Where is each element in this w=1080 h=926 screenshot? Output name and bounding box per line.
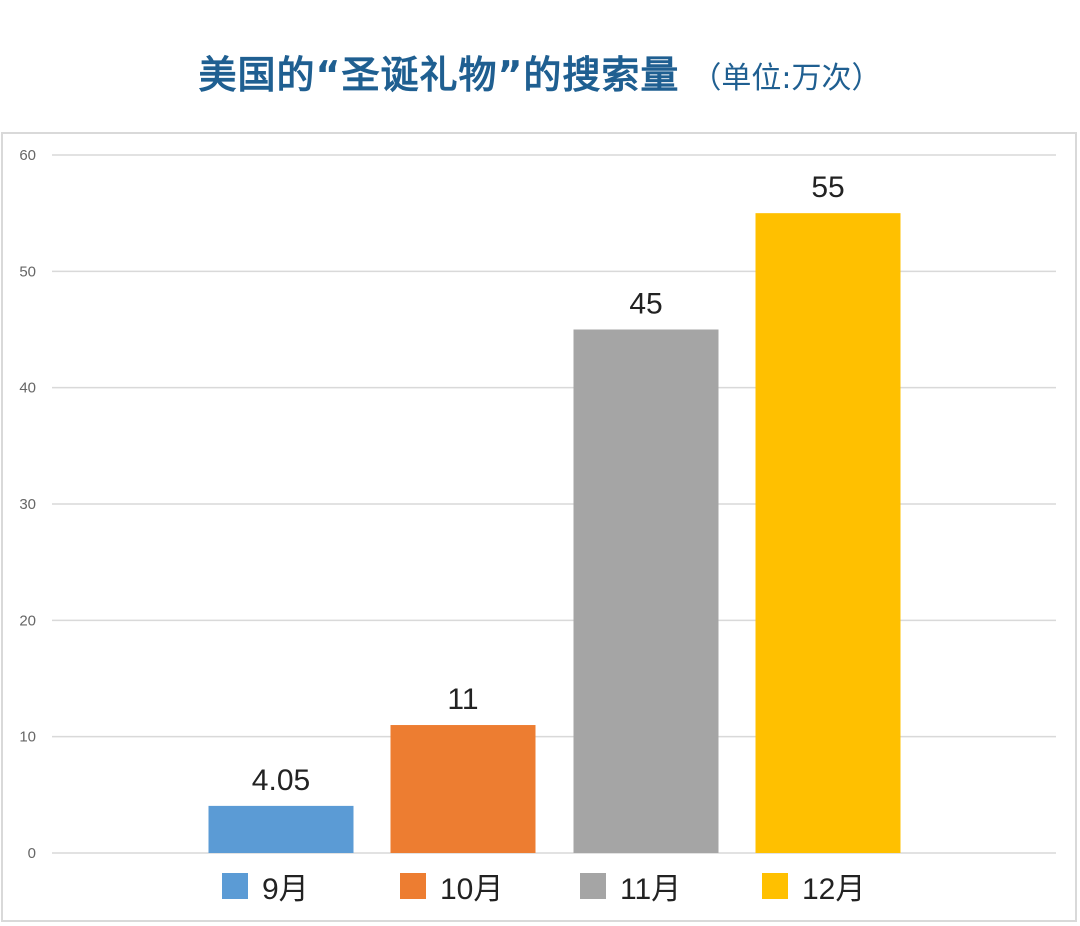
legend-label: 10月 bbox=[440, 873, 504, 906]
bar-3 bbox=[573, 329, 719, 853]
y-tick-label: 20 bbox=[19, 612, 36, 629]
y-tick-label: 0 bbox=[28, 845, 36, 862]
data-label-4: 55 bbox=[811, 171, 844, 204]
legend-label: 11月 bbox=[620, 873, 682, 906]
y-tick-label: 10 bbox=[19, 729, 36, 746]
gridlines bbox=[52, 154, 1056, 854]
bar-2 bbox=[390, 725, 536, 853]
legend-label: 9月 bbox=[262, 873, 309, 906]
data-label-1: 4.05 bbox=[252, 764, 310, 797]
legend: 9月 10月 11月 12月 bbox=[0, 864, 1080, 908]
legend-item: 10月 bbox=[400, 864, 503, 908]
bars bbox=[208, 213, 901, 853]
data-label-3: 45 bbox=[629, 288, 662, 321]
legend-item: 9月 bbox=[222, 864, 309, 908]
legend-swatch bbox=[580, 873, 606, 899]
y-axis-ticks: 0 10 20 30 40 50 60 bbox=[19, 147, 36, 862]
bar-1 bbox=[208, 805, 354, 853]
chart-title: 美国的“圣诞礼物”的搜索量 （单位:万次） bbox=[0, 44, 1080, 99]
data-label-2: 11 bbox=[447, 683, 478, 716]
y-tick-label: 40 bbox=[19, 380, 36, 397]
chart-title-main: 美国的“圣诞礼物”的搜索量 bbox=[198, 53, 680, 97]
chart-title-unit: （单位:万次） bbox=[691, 61, 882, 96]
legend-swatch bbox=[762, 873, 788, 899]
data-labels: 4.05 11 45 55 bbox=[252, 171, 845, 797]
y-tick-label: 30 bbox=[19, 496, 36, 513]
legend-swatch bbox=[400, 873, 426, 899]
y-tick-label: 60 bbox=[19, 147, 36, 164]
legend-item: 11月 bbox=[580, 864, 681, 908]
y-tick-label: 50 bbox=[19, 263, 36, 280]
legend-swatch bbox=[222, 873, 248, 899]
chart-frame bbox=[1, 132, 1077, 922]
bar-4 bbox=[755, 213, 901, 853]
legend-label: 12月 bbox=[802, 873, 866, 906]
legend-item: 12月 bbox=[762, 864, 865, 908]
